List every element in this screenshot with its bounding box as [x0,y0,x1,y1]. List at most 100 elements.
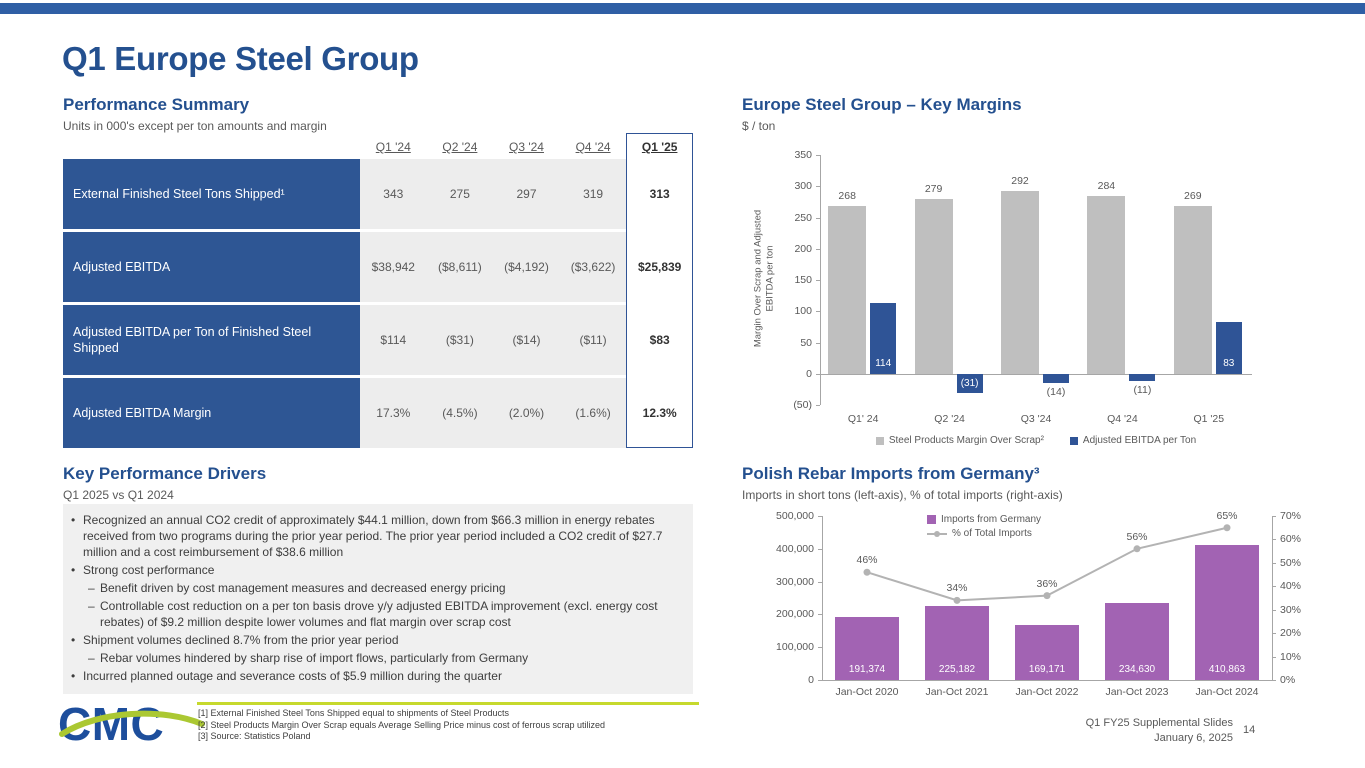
x-category-label: Q1' 24 [847,413,879,425]
right-tick-mark [1272,562,1276,564]
bullet-marker: • [71,669,76,683]
bar-value-label: (11) [1133,383,1152,396]
column-header: Q1 '25 [641,140,678,154]
bar-value-label: 410,863 [1208,664,1246,675]
line-point-marker [953,596,961,604]
key-margins-title: Europe Steel Group – Key Margins [742,95,1022,114]
bullet-marker: • [71,513,76,527]
row-label: External Finished Steel Tons Shipped¹ [63,159,360,229]
column-header: Q2 '24 [442,140,478,154]
right-tick-label: 30% [1280,603,1302,616]
legend-item-margin-over-scrap: Steel Products Margin Over Scrap² [875,435,1044,446]
value-cell: 275 [426,159,494,229]
x-category-label: Jan-Oct 2021 [925,686,989,698]
value-cell: $25,839 [626,232,693,302]
line-value-label: 65% [1216,509,1238,522]
performance-summary-subheading: Units in 000's except per ton amounts an… [63,119,327,133]
polish-imports-chart: 500,000 400,000 300,000 200,000 100,000 0 70% 6… [742,464,1342,714]
column-header: Q1 '24 [375,140,411,154]
bar-value-label: 191,374 [848,664,886,675]
right-tick-mark [1272,586,1276,588]
deck-date: January 6, 2025 [1154,732,1233,744]
line-marker-icon [927,529,947,538]
y-tick-label: 100 [794,305,812,318]
table-row: Adjusted EBITDA per Ton of Finished Stee… [63,305,693,375]
bullet-text: Rebar volumes hindered by sharp rise of … [100,651,529,665]
right-tick-mark [1272,516,1276,517]
key-drivers-list: • Recognized an annual CO2 credit of appr… [63,504,693,694]
value-cell: $83 [626,305,693,375]
bullet-marker: • [71,563,76,577]
left-tick-mark [818,516,822,517]
adjusted-ebitda-bar [1129,373,1156,381]
x-category-label: Jan-Oct 2023 [1105,686,1169,698]
left-tick-label: 300,000 [776,575,814,588]
y-tick-mark [816,248,820,250]
adjusted-ebitda-bar [1215,321,1242,374]
line-marker-dot-icon [934,530,940,537]
value-cell: $114 [360,305,427,375]
value-cell: ($8,611) [426,232,494,302]
left-tick-mark [818,614,822,616]
key-margins-chart: 350 300 250 200 150 100 50 0 (50) Q1' 24 268 114 Q2 … [742,95,1302,460]
value-cell: 12.3% [626,378,693,448]
value-cell: 313 [626,159,693,229]
y-tick-mark [816,311,820,313]
footnote-line: [2] Steel Products Margin Over Scrap equ… [198,719,606,730]
value-cell: 17.3% [360,378,427,448]
table-row: External Finished Steel Tons Shipped¹ 343… [63,159,693,229]
line-point-marker [1133,545,1141,553]
margin-over-scrap-bar [828,206,867,374]
bullet-item: • Shipment volumes declined 8.7% from the… [71,632,683,648]
right-tick-mark [1272,680,1276,681]
left-tick-label: 0 [808,674,814,686]
right-tick-mark [1272,656,1276,658]
footnote-line: [1] External Finished Steel Tons Shipped… [198,708,510,718]
footnote-line: [3] Source: Statistics Poland [198,731,311,741]
bar-value-label: 225,182 [938,664,976,675]
zero-axis-line [820,373,1252,375]
chart-legend: Steel Products Margin Over Scrap² Adjuste… [820,435,1252,446]
value-cell: 343 [360,159,427,229]
y-tick-mark [816,405,820,406]
chart-legend: Imports from Germany % of Total Imports [927,514,1041,539]
value-cell: ($14) [493,305,560,375]
left-tick-label: 100,000 [776,641,814,654]
bullet-item: • Incurred planned outage and severance c… [71,668,683,684]
y-tick-mark [816,186,820,188]
bar-value-label: 268 [838,190,856,203]
left-tick-label: 400,000 [776,542,814,555]
line-value-label: 56% [1126,530,1148,543]
key-margins-section: Europe Steel Group – Key Margins $ / ton… [742,95,1302,460]
bullet-text: Recognized an annual CO2 credit of appro… [83,513,663,559]
y-tick-label: 200 [794,242,812,255]
x-category-label: Jan-Oct 2020 [835,686,899,698]
value-cell: 319 [559,159,627,229]
right-tick-label: 70% [1280,510,1302,522]
right-axis-line [1272,516,1273,680]
bar-value-label: 284 [1097,180,1116,193]
margin-over-scrap-bar [1001,191,1039,374]
table-row: Adjusted EBITDA Margin 17.3% (4.5%) (2.0%)(… [63,378,693,448]
imports-bar [1195,545,1259,680]
imports-swatch-icon [927,515,936,524]
bullet-item: – Controllable cost reduction on a per to… [88,598,683,630]
y-tick-label: 150 [794,274,812,286]
y-tick-mark [816,280,820,281]
table-header-row: Q1 '24 Q2 '24 Q3 '24 Q4 '24 Q1 '25 [63,133,693,159]
performance-summary-heading: Performance Summary [63,95,250,114]
legend-item-adjusted-ebitda: Adjusted EBITDA per Ton [1069,435,1196,446]
left-tick-mark [818,680,822,681]
legend-label: Steel Products Margin Over Scrap² [888,435,1044,446]
bullet-item: – Benefit driven by cost management measu… [88,580,683,596]
right-tick-mark [1272,633,1276,635]
adjusted-ebitda-bar [870,302,897,374]
left-axis-line [822,516,823,680]
y-tick-label: (50) [793,399,812,411]
value-cell: (4.5%) [426,378,494,448]
legend-label: % of Total Imports [952,528,1032,539]
value-cell: ($11) [559,305,627,375]
x-category-label: Q4 '24 [1107,413,1138,425]
value-cell: 297 [493,159,560,229]
footnote-divider [197,702,699,705]
